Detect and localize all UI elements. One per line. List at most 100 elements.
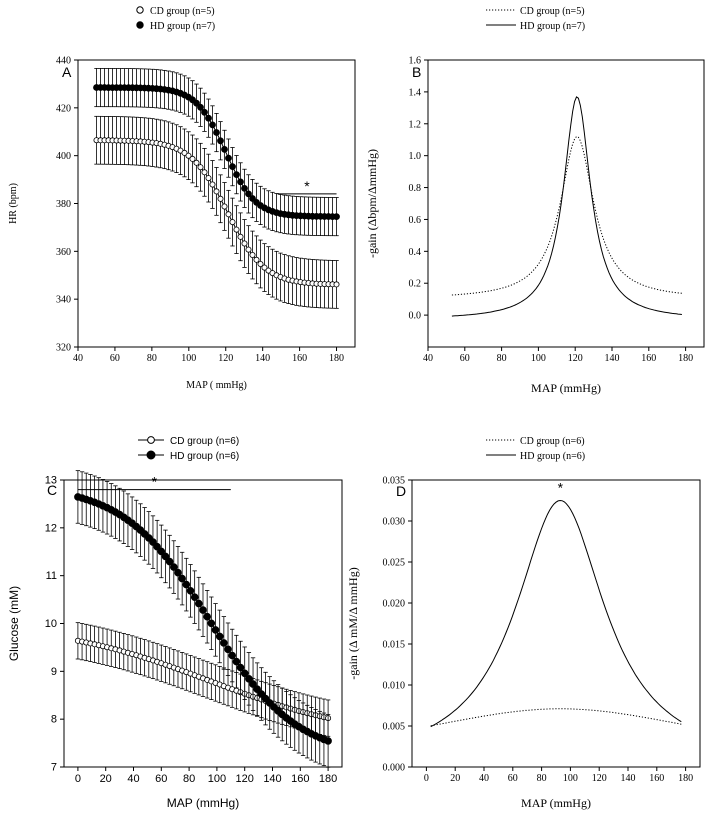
series-line (430, 499, 682, 728)
y-tick-label: 0.8 (409, 183, 422, 194)
data-point (228, 651, 237, 660)
x-tick-label: 120 (218, 353, 233, 364)
data-point (157, 547, 166, 556)
legend-label: CD group (n=5) (150, 6, 215, 17)
panel-a: 40 60 80 100 120 140 160 180 320 340 360 380 400 420 4… (8, 6, 356, 391)
x-tick-label: 80 (497, 353, 507, 364)
x-axis-label: MAP (mmHg) (531, 381, 601, 395)
y-axis-label: Glucose (mM) (7, 586, 21, 661)
x-tick-label: 0 (75, 773, 81, 785)
legend-marker (146, 450, 156, 460)
x-tick-label: 100 (531, 353, 546, 364)
y-tick-label: 0.015 (383, 640, 406, 651)
x-tick-label: 80 (147, 353, 157, 364)
data-point (240, 669, 249, 678)
panel-c: 0 20 40 60 80 100 120 140 160 180 7 8 9 10 11 12 13 MAP (… (7, 436, 343, 810)
legend-entry: HD group (n=6) (138, 450, 239, 462)
data-point (221, 203, 228, 210)
data-point (207, 619, 216, 628)
data-point (249, 195, 256, 202)
data-point (211, 626, 220, 634)
y-tick-label: 11 (46, 570, 57, 582)
y-tick-label: 0.4 (409, 247, 422, 258)
x-tick-label: 180 (329, 353, 344, 364)
data-point (217, 137, 224, 145)
y-tick-label: 0.020 (383, 599, 406, 610)
data-point (203, 612, 212, 621)
data-point (237, 233, 244, 240)
y-tick-label: 340 (56, 295, 71, 306)
data-point (241, 184, 248, 192)
legend-label: HD group (n=6) (170, 451, 239, 462)
x-tick-label: 160 (292, 353, 307, 364)
series-hd (451, 96, 682, 317)
data-point (185, 152, 192, 159)
data-point (205, 114, 212, 122)
legend-entry: HD group (n=6) (486, 451, 585, 462)
y-tick-label: 9 (51, 666, 57, 678)
panel-label: A (62, 64, 72, 80)
data-point (253, 256, 260, 263)
legend-entry: CD group (n=5) (486, 6, 585, 17)
significance-star: * (304, 178, 310, 194)
data-point (249, 251, 256, 258)
y-tick-label: 380 (56, 199, 71, 210)
legend-label: HD group (n=7) (150, 21, 215, 32)
data-point (165, 557, 174, 566)
legend-marker (136, 21, 144, 29)
data-point (324, 737, 332, 745)
y-tick-label: 1.2 (409, 119, 422, 130)
panel-d: 0 20 40 60 80 100 120 140 160 180 0.000 0.005 0.010 0… (346, 436, 701, 810)
x-tick-label: 80 (183, 773, 195, 785)
x-tick-label: 60 (508, 773, 518, 784)
y-tick-label: 0.005 (383, 722, 406, 733)
legend-label: CD group (n=6) (170, 436, 239, 447)
x-tick-label: 180 (678, 773, 693, 784)
data-point (195, 599, 203, 608)
data-point (199, 606, 207, 614)
x-tick-label: 120 (568, 353, 583, 364)
x-tick-label: 40 (423, 353, 433, 364)
series-cd (451, 136, 682, 296)
series-cd (93, 115, 340, 309)
data-point (174, 568, 182, 577)
series-hd (74, 470, 332, 768)
data-point (257, 260, 264, 267)
x-tick-label: 140 (263, 773, 281, 785)
y-tick-label: 0.000 (383, 763, 406, 774)
data-point (245, 246, 252, 253)
data-point (170, 563, 178, 571)
series-line (451, 136, 682, 296)
y-tick-label: 0.0 (409, 311, 422, 322)
panel-label: C (47, 482, 57, 498)
plot-frame (427, 59, 705, 348)
y-tick-label: 360 (56, 247, 71, 258)
data-point (245, 674, 253, 683)
y-tick-label: 1.6 (409, 56, 422, 67)
data-point (205, 175, 212, 182)
x-tick-label: 120 (236, 773, 254, 785)
data-point (237, 178, 244, 186)
y-tick-label: 0.2 (409, 279, 422, 290)
legend-entry: CD group (n=5) (136, 6, 215, 17)
panel-b: 40 60 80 100 120 140 160 180 0.0 0.2 0.4 0.6 0.8 1.0 1… (365, 6, 705, 395)
x-tick-label: 60 (460, 353, 470, 364)
x-tick-label: 100 (181, 353, 196, 364)
data-point (333, 213, 340, 221)
data-point (225, 154, 232, 162)
data-point (245, 190, 252, 198)
y-tick-label: 12 (45, 522, 57, 534)
y-tick-label: 1.0 (409, 151, 422, 162)
data-point (224, 645, 232, 654)
data-point (197, 103, 204, 111)
data-point (209, 121, 216, 129)
x-axis-label: MAP (mmHg) (521, 796, 591, 810)
legend-label: CD group (n=5) (520, 6, 585, 17)
legend-entry: CD group (n=6) (486, 436, 585, 447)
data-point (181, 149, 188, 156)
y-axis-label: -gain (Δ mM/Δ mmHg) (346, 567, 360, 679)
data-point (220, 639, 228, 647)
x-tick-label: 0 (424, 773, 429, 784)
data-point (253, 685, 262, 693)
x-tick-label: 160 (641, 353, 656, 364)
